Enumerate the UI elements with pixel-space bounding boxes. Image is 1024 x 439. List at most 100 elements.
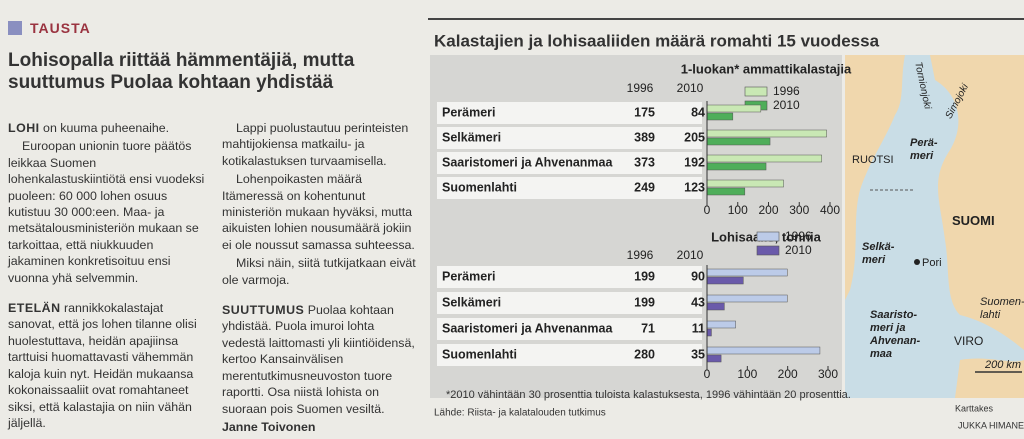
lead-word: ETELÄN [8, 301, 61, 316]
bar [706, 302, 725, 311]
bar [706, 276, 744, 285]
category-label: Saaristomeri ja Ahvenanmaa [442, 155, 613, 169]
value-label: 199 [634, 295, 655, 309]
bar [706, 187, 746, 196]
paragraph: ETELÄN rannikkokalastajat sanovat, että … [8, 300, 208, 431]
map-label: Perä-meri [910, 137, 938, 162]
graphic-title: Kalastajien ja lohisaaliiden määrä romah… [434, 31, 880, 50]
category-label: Selkämeri [442, 295, 501, 309]
map-label: Pori [922, 257, 942, 269]
column-header: 2010 [677, 248, 704, 262]
value-label: 84 [691, 105, 705, 119]
land-estonia [955, 358, 1024, 398]
map-label: Suomen-lahti [980, 296, 1024, 321]
column: Lappi puolustautuu perinteisten mahtijok… [222, 120, 417, 437]
value-label: 192 [684, 155, 705, 169]
byline: JUKKA HIMANE [958, 420, 1024, 430]
rule [428, 18, 1024, 20]
paragraph: Miksi näin, siitä tutkijatkaan eivät ole… [222, 255, 417, 288]
map-label-line: meri [862, 254, 886, 266]
x-tick-label: 300 [789, 203, 809, 217]
map-label: Saaristo-meri ja Ahvenan-maa [869, 309, 920, 360]
paragraph: Lohenpoikasten määrä Itämeressä on kohen… [222, 171, 417, 253]
legend-swatch [756, 231, 780, 242]
legend-swatch [744, 86, 768, 97]
paragraph: Euroopan unionin tuore päätös leikkaa Su… [8, 138, 208, 286]
row-bg [437, 344, 702, 366]
map-label-line: 200 km [984, 359, 1021, 371]
footnote: *2010 vähintään 30 prosenttia tuloista k… [446, 389, 851, 401]
map-label-line: Suomen- [980, 296, 1024, 308]
bar [706, 328, 712, 337]
map-label-line: Selkä- [862, 241, 895, 253]
map-label: Selkä-meri [862, 241, 895, 266]
article: TAUSTA Lohisopalla riittää hämmentäjiä, … [0, 0, 425, 439]
legend-label: 2010 [785, 243, 812, 257]
section-label: TAUSTA [8, 20, 91, 36]
value-label: 199 [634, 269, 655, 283]
map-label-line: Saaristo- [870, 309, 917, 321]
value-label: 280 [634, 347, 655, 361]
bar [706, 268, 788, 277]
row-bg [437, 102, 702, 124]
lead-word: LOHI [8, 121, 40, 135]
map-label-line: Pori [922, 257, 942, 269]
map-label: VIRO [954, 334, 983, 348]
lead-word: SUUTTUMUS [222, 303, 305, 318]
source: Lähde: Riista- ja kalatalouden tutkimus [434, 408, 606, 419]
map [845, 55, 1024, 398]
bar [706, 137, 771, 146]
paragraph-text: Puolaa kohtaan yhdistää. Puola imuroi lo… [222, 303, 415, 416]
bar [706, 154, 822, 163]
map-label: RUOTSI [852, 154, 894, 166]
category-label: Suomenlahti [442, 347, 517, 361]
x-tick-label: 200 [778, 367, 798, 381]
value-label: 43 [691, 295, 705, 309]
bar [706, 162, 767, 171]
paragraph-text: Lohenpoikasten määrä Itämeressä on kohen… [222, 172, 415, 252]
x-tick-label: 200 [758, 203, 778, 217]
map-label: SUOMI [952, 213, 995, 228]
map-label: 200 km [984, 359, 1021, 371]
value-label: 205 [684, 130, 705, 144]
category-label: Saaristomeri ja Ahvenanmaa [442, 321, 613, 335]
land-finland [930, 55, 1024, 350]
paragraph-text: Euroopan unionin tuore päätös leikkaa Su… [8, 139, 205, 285]
column-header: 2010 [677, 81, 704, 95]
column: LOHI on kuuma puheenaihe. Euroopan unioni… [8, 120, 208, 433]
value-label: 389 [634, 130, 655, 144]
category-label: Selkämeri [442, 130, 501, 144]
column-header: 1996 [627, 81, 654, 95]
chart-title: 1-luokan* ammattikalastajia [681, 61, 852, 76]
map-label-line: Ahvenan- [869, 335, 920, 347]
value-label: 123 [684, 180, 705, 194]
map-label-line: Perä- [910, 137, 938, 149]
paragraph-text: on kuuma puheenaihe. [39, 121, 170, 135]
row-bg [437, 266, 702, 288]
row-bg [437, 127, 702, 149]
value-label: 11 [692, 321, 705, 335]
category-label: Suomenlahti [442, 180, 517, 194]
value-label: 35 [691, 347, 705, 361]
map-label-line: meri ja [870, 322, 905, 334]
map-label-line: SUOMI [952, 213, 995, 228]
row-bg [437, 152, 702, 174]
value-label: 90 [691, 269, 705, 283]
bar [706, 112, 734, 121]
paragraph: SUUTTUMUS Puolaa kohtaan yhdistää. Puola… [222, 302, 417, 417]
bar [706, 346, 821, 355]
value-label: 175 [634, 105, 655, 119]
bar [706, 294, 788, 303]
city-dot [914, 259, 920, 265]
map-label-line: RUOTSI [852, 154, 894, 166]
author: Janne Toivonen [222, 419, 316, 434]
map-label-line: lahti [980, 309, 1001, 321]
legend-label: 1996 [785, 229, 812, 243]
land-sweden [845, 55, 905, 300]
bar [706, 104, 762, 113]
value-label: 373 [634, 155, 655, 169]
value-label: 249 [634, 180, 655, 194]
bar [706, 129, 827, 138]
